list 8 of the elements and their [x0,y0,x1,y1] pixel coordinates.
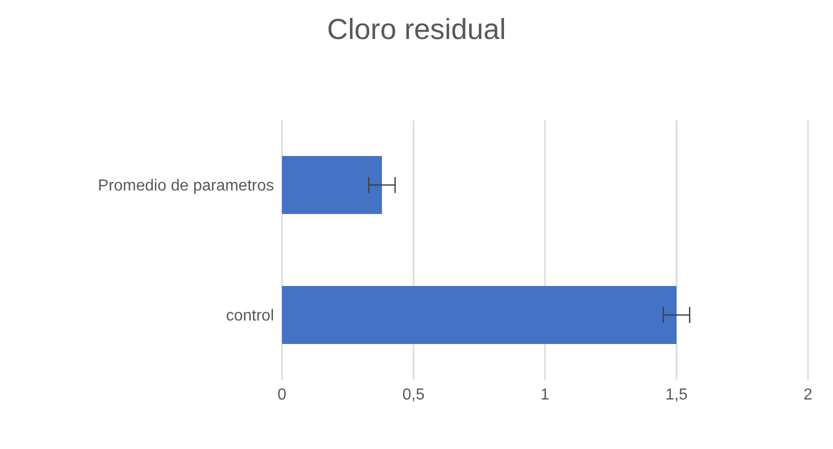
x-tick-label: 2 [804,386,813,404]
x-tick-label: 1,5 [665,386,688,404]
y-tick-label: Promedio de parametros [98,178,274,195]
x-tick-label: 0 [278,386,287,404]
x-tick-label: 1 [540,386,550,404]
y-tick-label: control [226,308,274,325]
chart-title: Cloro residual [326,14,507,47]
x-tick-label: 0,5 [402,386,425,404]
